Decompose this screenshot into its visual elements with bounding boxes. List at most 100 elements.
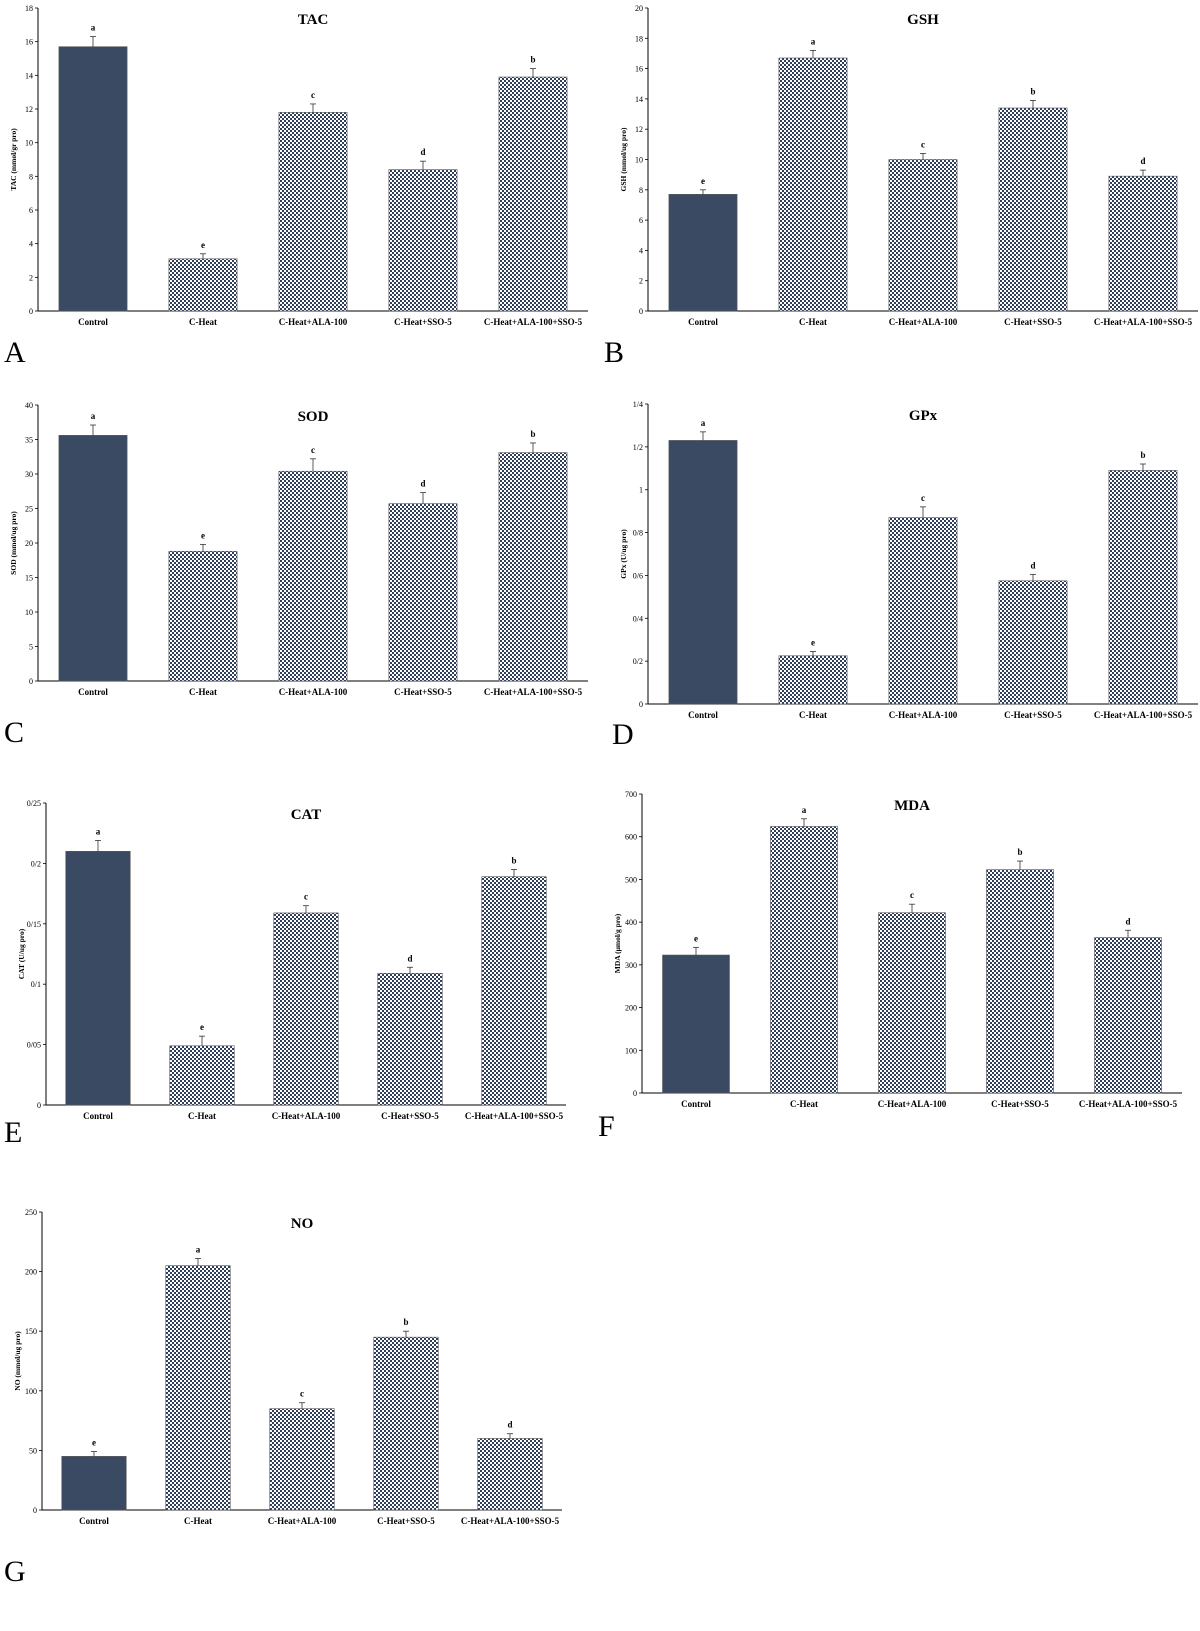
y-tick-label: 6	[639, 216, 643, 225]
bar-c-heat-sso-5	[986, 869, 1054, 1094]
significance-letter: c	[311, 445, 315, 455]
bar-c-heat	[168, 258, 238, 312]
significance-letter: d	[420, 479, 425, 489]
x-category-label: C-Heat+ALA-100	[878, 1099, 947, 1109]
y-tick-label: 0/1	[31, 980, 41, 989]
x-category-label: C-Heat	[189, 687, 217, 697]
chart-title: MDA	[894, 798, 930, 814]
y-tick-label: 10	[25, 139, 33, 148]
y-tick-label: 14	[635, 95, 643, 104]
x-category-label: Control	[83, 1111, 113, 1121]
chart-svg: CAT CAT (U/ug pro) 0 0/05 0/1 0/15 0/2 0/25 a Con…	[17, 799, 566, 1121]
significance-letter: b	[1017, 847, 1022, 857]
y-tick-label: 0/2	[31, 859, 41, 868]
x-category-label: C-Heat+SSO-5	[1004, 710, 1062, 720]
y-tick-label: 25	[25, 505, 33, 514]
bar-c-heat	[770, 826, 838, 1094]
significance-letter: b	[403, 1317, 408, 1327]
significance-letter: e	[201, 240, 205, 250]
chart-title: GPx	[909, 408, 938, 424]
significance-letter: a	[701, 418, 706, 428]
y-tick-label: 1	[639, 486, 643, 495]
significance-letter: a	[96, 826, 101, 836]
x-category-label: C-Heat+SSO-5	[1004, 317, 1062, 327]
significance-letter: c	[311, 90, 315, 100]
x-category-label: Control	[78, 687, 108, 697]
y-tick-label: 250	[25, 1208, 37, 1217]
panel-letter: A	[4, 336, 26, 369]
y-tick-label: 40	[25, 401, 33, 410]
bar-c-heat-ala-100-sso-5	[481, 876, 547, 1106]
x-category-label: C-Heat+SSO-5	[377, 1516, 435, 1526]
chart-title: SOD	[298, 409, 329, 425]
x-category-label: Control	[78, 317, 108, 327]
chart-svg: NO NO (mmol/ug pro) 0 50 100 150 200 250 e Contro…	[13, 1208, 562, 1526]
bar-control	[65, 851, 131, 1106]
y-tick-label: 1/4	[633, 400, 643, 409]
chart-title: NO	[291, 1216, 314, 1232]
y-axis-title: TAC (mmol/gr pro)	[9, 128, 18, 191]
bar-c-heat-ala-100	[878, 912, 946, 1094]
y-tick-label: 30	[25, 470, 33, 479]
significance-letter: e	[701, 176, 705, 186]
y-tick-label: 0/25	[27, 799, 41, 808]
bar-control	[662, 954, 730, 1094]
significance-letter: c	[304, 892, 308, 902]
x-category-label: C-Heat+ALA-100+SSO-5	[484, 687, 583, 697]
x-category-label: C-Heat	[799, 317, 827, 327]
y-tick-label: 600	[625, 833, 637, 842]
significance-letter: d	[1140, 156, 1145, 166]
x-category-label: C-Heat+ALA-100	[272, 1111, 341, 1121]
chart-svg: GSH GSH (mmol/ug pro) 0 2 4 6 8 10 12 14 16 18 20 e Co…	[619, 4, 1198, 327]
y-tick-label: 0	[33, 1506, 37, 1515]
y-tick-label: 15	[25, 574, 33, 583]
y-tick-label: 0	[639, 700, 643, 709]
x-category-label: C-Heat	[188, 1111, 216, 1121]
y-tick-label: 12	[25, 105, 33, 114]
significance-letter: e	[92, 1438, 96, 1448]
bar-control	[61, 1456, 127, 1511]
chart-panel-f: MDA MDA (μmol/g pro) 0 100 200 300 400 500 600 70…	[598, 790, 1200, 1170]
y-tick-label: 8	[29, 172, 33, 181]
chart-svg: MDA MDA (μmol/g pro) 0 100 200 300 400 500 600 70…	[613, 790, 1182, 1109]
y-tick-label: 5	[29, 643, 33, 652]
y-axis-title: GPx (U/ug pro)	[619, 529, 628, 579]
chart-panel-g: NO NO (mmol/ug pro) 0 50 100 150 200 250 e Contro…	[0, 1208, 590, 1631]
y-tick-label: 0	[29, 307, 33, 316]
y-tick-label: 20	[635, 4, 643, 13]
significance-letter: d	[507, 1420, 512, 1430]
significance-letter: d	[1125, 916, 1130, 926]
x-category-label: C-Heat+SSO-5	[394, 687, 452, 697]
significance-letter: b	[1140, 450, 1145, 460]
y-axis-title: SOD (mmol/ug pro)	[9, 511, 18, 575]
bar-control	[58, 435, 128, 682]
significance-letter: a	[91, 23, 96, 33]
x-category-label: Control	[681, 1099, 711, 1109]
bar-c-heat-sso-5	[998, 107, 1068, 312]
chart-svg: SOD SOD (mmol/ug pro) 0 5 10 15 20 25 30 35 40 a Con…	[9, 401, 588, 697]
x-category-label: C-Heat+SSO-5	[381, 1111, 439, 1121]
x-category-label: C-Heat+ALA-100+SSO-5	[461, 1516, 560, 1526]
x-category-label: C-Heat	[790, 1099, 818, 1109]
x-category-label: C-Heat	[189, 317, 217, 327]
y-tick-label: 14	[25, 71, 33, 80]
y-tick-label: 0/4	[633, 614, 643, 623]
y-tick-label: 50	[29, 1446, 37, 1455]
y-tick-label: 35	[25, 436, 33, 445]
bar-c-heat-sso-5	[998, 580, 1068, 705]
bar-c-heat-ala-100	[278, 112, 348, 312]
y-tick-label: 0/05	[27, 1041, 41, 1050]
significance-letter: d	[420, 147, 425, 157]
significance-letter: b	[1030, 86, 1035, 96]
y-tick-label: 2	[639, 277, 643, 286]
bar-c-heat-ala-100-sso-5	[498, 76, 568, 312]
y-axis-title: CAT (U/ug pro)	[17, 928, 26, 979]
y-tick-label: 200	[25, 1268, 37, 1277]
significance-letter: e	[811, 638, 815, 648]
x-category-label: C-Heat	[799, 710, 827, 720]
y-tick-label: 700	[625, 790, 637, 799]
x-category-label: C-Heat+ALA-100+SSO-5	[484, 317, 583, 327]
y-tick-label: 0/6	[633, 571, 643, 580]
y-axis-title: MDA (μmol/g pro)	[613, 913, 622, 973]
chart-panel-b: GSH GSH (mmol/ug pro) 0 2 4 6 8 10 12 14 16 18 20 e Co…	[600, 0, 1200, 370]
